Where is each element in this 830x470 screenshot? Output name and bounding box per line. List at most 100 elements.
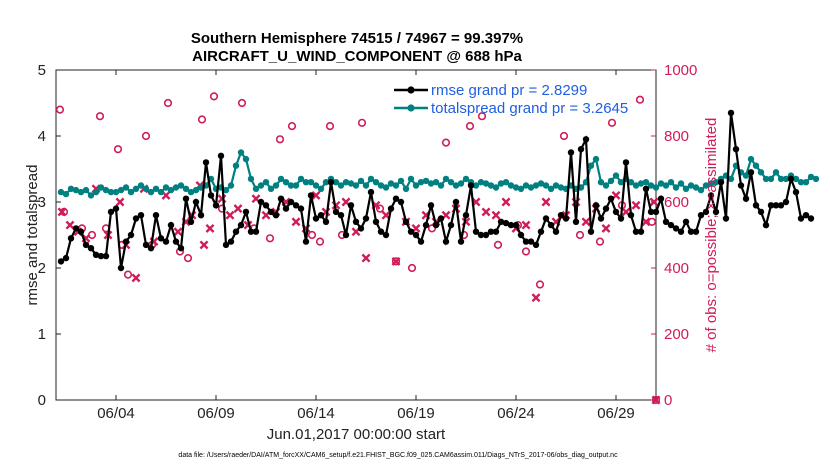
rmse-point: [537, 228, 545, 235]
totalspread-point: [367, 175, 375, 183]
totalspread-point: [742, 172, 750, 179]
y-tick-label-left: 4: [38, 128, 46, 145]
obs-assimilated-point: [501, 197, 511, 207]
totalspread-point: [277, 175, 285, 183]
legend-spread-marker: [407, 104, 415, 112]
rmse-point: [782, 198, 790, 206]
totalspread-point: [607, 177, 615, 185]
totalspread-point: [372, 179, 380, 186]
rmse-point: [647, 208, 655, 216]
totalspread-point: [637, 180, 645, 187]
totalspread-point: [497, 180, 505, 187]
totalspread-point: [697, 186, 705, 194]
rmse-point: [307, 192, 315, 199]
rmse-point: [552, 228, 560, 235]
totalspread-point: [812, 175, 820, 183]
rmse-point: [67, 235, 75, 242]
totalspread-point: [807, 173, 815, 181]
rmse-point: [357, 225, 365, 232]
rmse-point: [437, 215, 445, 222]
obs-assimilated-point: [651, 395, 661, 405]
totalspread-point: [767, 175, 775, 183]
rmse-point: [652, 208, 660, 216]
obs-possible-point: [307, 230, 317, 240]
rmse-point: [57, 258, 65, 265]
obs-possible-point: [209, 92, 219, 101]
rmse-point: [162, 238, 170, 245]
rmse-point: [797, 215, 805, 222]
obs-assimilated-point: [541, 197, 551, 207]
obs-assimilated-point: [491, 210, 501, 220]
rmse-point: [467, 182, 475, 189]
rmse-point: [732, 146, 740, 153]
totalspread-point: [642, 179, 650, 186]
rmse-point: [227, 238, 235, 245]
obs-possible-point: [535, 280, 545, 289]
totalspread-point: [662, 182, 670, 189]
rmse-point: [532, 241, 540, 249]
y-tick-label-left: 0: [38, 392, 46, 409]
rmse-point: [202, 159, 210, 166]
totalspread-point: [712, 179, 720, 186]
totalspread-point: [552, 182, 560, 189]
totalspread-point: [352, 182, 360, 189]
rmse-point: [697, 212, 705, 219]
rmse-point: [587, 228, 595, 235]
rmse-point: [727, 109, 735, 117]
totalspread-point: [597, 179, 605, 186]
rmse-point: [572, 218, 580, 225]
totalspread-point: [147, 188, 155, 196]
rmse-point: [527, 238, 535, 245]
totalspread-point: [487, 182, 495, 189]
obs-assimilated-point: [481, 207, 491, 217]
totalspread-point: [77, 188, 85, 196]
rmse-point: [112, 205, 120, 212]
rmse-point: [277, 195, 285, 202]
totalspread-point: [547, 185, 555, 192]
totalspread-point: [687, 182, 695, 189]
rmse-point: [362, 215, 370, 222]
rmse-point: [177, 245, 185, 252]
rmse-point: [677, 228, 685, 235]
totalspread-point: [782, 175, 790, 183]
totalspread-point: [312, 182, 320, 189]
totalspread-point: [297, 175, 305, 183]
rmse-point: [607, 195, 615, 202]
obs-assimilated-point: [649, 197, 659, 207]
rmse-point: [342, 231, 350, 239]
rmse-point: [237, 221, 245, 229]
totalspread-point: [302, 179, 310, 186]
rmse-point: [792, 188, 800, 196]
rmse-point: [137, 212, 145, 219]
totalspread-point: [382, 184, 390, 191]
totalspread-point: [692, 184, 700, 191]
rmse-point: [322, 218, 330, 225]
totalspread-point: [262, 179, 270, 186]
rmse-point: [627, 212, 635, 219]
chart-title-line1: Southern Hemisphere 74515 / 74967 = 99.3…: [191, 30, 523, 47]
totalspread-point: [272, 182, 280, 189]
totalspread-point: [752, 162, 760, 169]
rmse-point: [512, 221, 520, 229]
totalspread-point: [452, 182, 460, 189]
y-tick-label-right: 0: [664, 392, 672, 409]
obs-possible-point: [607, 118, 617, 127]
obs-possible-point: [237, 98, 247, 108]
totalspread-point: [492, 184, 500, 191]
totalspread-point: [442, 175, 450, 183]
obs-possible-point: [325, 121, 335, 131]
chart-title-line2: AIRCRAFT_U_WIND_COMPONENT @ 688 hPa: [192, 48, 522, 65]
obs-assimilated-point: [631, 200, 641, 210]
totalspread-point: [702, 182, 710, 189]
totalspread-point: [72, 186, 80, 194]
rmse-point: [262, 202, 270, 209]
totalspread-point: [682, 185, 690, 192]
rmse-point: [107, 208, 115, 216]
rmse-point: [722, 215, 730, 222]
obs-possible-point: [651, 395, 661, 405]
obs-assimilated-point: [233, 204, 243, 214]
ticks-layer: 06/04 06/09 06/14 06/19 06/24 06/29 0 1 2 3 4 5 0 200…: [38, 62, 698, 422]
totalspread-point: [602, 182, 610, 189]
rmse-point: [507, 221, 515, 229]
